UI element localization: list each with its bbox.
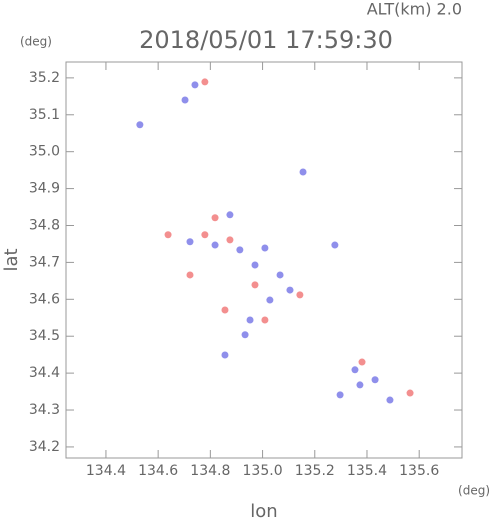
echo-point (136, 121, 144, 129)
echo-point (221, 306, 229, 314)
echo-point (261, 244, 269, 252)
x-tick-label: 134.8 (190, 463, 230, 479)
echo-point (226, 211, 234, 219)
echo-point (164, 231, 172, 239)
echo-point (221, 351, 229, 359)
echo-point (186, 238, 194, 246)
y-tick-label: 34.9 (29, 181, 60, 197)
y-tick-label: 34.3 (29, 402, 60, 418)
echo-point (241, 331, 249, 339)
echo-point (371, 376, 379, 384)
x-tick-label: 134.4 (86, 463, 126, 479)
x-tick-label: 135.2 (295, 463, 335, 479)
chart-title: 2018/05/01 17:59:30 (139, 26, 393, 54)
echo-point (191, 81, 199, 89)
echo-point (201, 78, 209, 86)
y-tick-label: 34.6 (29, 291, 60, 307)
y-tick-label: 35.2 (29, 70, 60, 86)
chart-subtitle: ALT(km) 2.0 (367, 0, 462, 19)
y-axis-label: lat (1, 248, 22, 271)
y-tick-label: 34.7 (29, 254, 60, 270)
echo-point (356, 381, 364, 389)
plot-frame (65, 61, 463, 459)
echo-point (186, 271, 194, 279)
y-tick-label: 34.8 (29, 217, 60, 233)
x-tick-label: 134.6 (138, 463, 178, 479)
echo-point (331, 241, 339, 249)
y-tick-label: 34.2 (29, 439, 60, 455)
echo-point (236, 246, 244, 254)
echo-point (181, 96, 189, 104)
echo-point (406, 389, 414, 397)
echo-point (266, 296, 274, 304)
x-tick-label: 135.4 (347, 463, 387, 479)
x-tick-label: 135.6 (399, 463, 439, 479)
echo-point (296, 291, 304, 299)
echo-point (211, 241, 219, 249)
x-tick-label: 135.0 (243, 463, 283, 479)
echo-point (286, 286, 294, 294)
echo-point (351, 366, 359, 374)
y-tick-label: 34.5 (29, 328, 60, 344)
y-unit: (deg) (20, 35, 52, 49)
echo-point (336, 391, 344, 399)
echo-point (251, 261, 259, 269)
echo-point (226, 236, 234, 244)
echo-point (358, 358, 366, 366)
y-tick-label: 34.4 (29, 365, 60, 381)
echo-point (251, 281, 259, 289)
echo-point (276, 271, 284, 279)
echo-point (386, 396, 394, 404)
x-axis-label: lon (250, 501, 277, 521)
y-tick-label: 35.1 (29, 107, 60, 123)
y-tick-label: 35.0 (29, 144, 60, 160)
echo-point (246, 316, 254, 324)
echo-point (261, 316, 269, 324)
echo-point (299, 168, 307, 176)
echo-point (201, 231, 209, 239)
echo-point (211, 214, 219, 222)
x-unit: (deg) (458, 484, 490, 498)
